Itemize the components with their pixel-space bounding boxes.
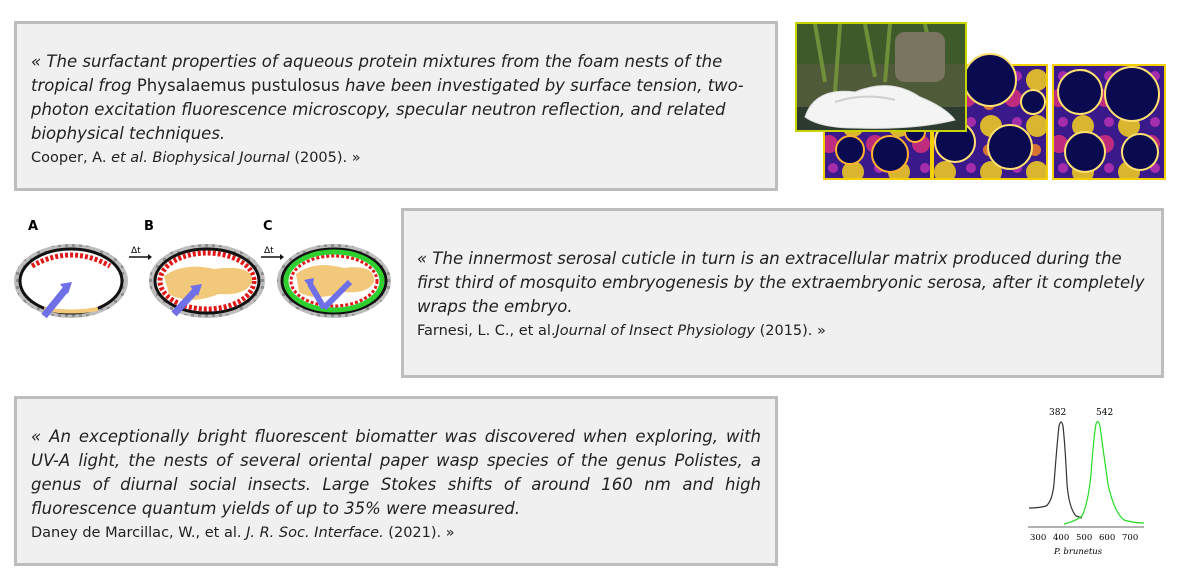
x-tick-300: 300 <box>1030 533 1046 543</box>
spectrum-caption: P. brunetus <box>1053 547 1103 557</box>
quote-text: « An exceptionally bright fluorescent bi… <box>31 427 761 518</box>
peak-label-emission: 542 <box>1096 408 1113 418</box>
fluorescence-spectrum-figure: 382 542 300 400 500 600 700 P. brunetus <box>1024 404 1148 560</box>
embryo-serosa-figure: A B C Δt Δt <box>14 214 392 324</box>
peak-label-excitation: 382 <box>1049 408 1066 418</box>
x-tick-400: 400 <box>1053 533 1069 543</box>
quote-text: « The surfactant properties of aqueous p… <box>31 52 744 143</box>
x-tick-700: 700 <box>1122 533 1138 543</box>
citation: Daney de Marcillac, W., et al. J. R. Soc… <box>31 525 455 541</box>
embryo-panel-b <box>149 244 265 318</box>
emission-curve <box>1063 420 1145 525</box>
panel-label-c: C <box>263 219 273 234</box>
fluorescence-panel-3 <box>1052 64 1166 180</box>
quote-box-foam-nest: « The surfactant properties of aqueous p… <box>14 21 778 191</box>
step-label-2: Δt <box>264 246 274 256</box>
excitation-curve <box>1028 421 1083 519</box>
quote-box-serosal-cuticle: « The innermost serosal cuticle in turn … <box>401 208 1164 378</box>
foam-nest-figure <box>795 22 1167 182</box>
foam-nest-photo <box>795 22 967 132</box>
species-name: Physalaemus pustulosus <box>136 76 340 95</box>
panel-label-b: B <box>144 219 154 234</box>
x-tick-500: 500 <box>1076 533 1092 543</box>
quote-text: « The innermost serosal cuticle in turn … <box>417 249 1145 316</box>
quote-box-wasp-nest: « An exceptionally bright fluorescent bi… <box>14 396 778 566</box>
embryo-panel-a <box>14 244 128 319</box>
x-tick-600: 600 <box>1099 533 1115 543</box>
step-label-1: Δt <box>131 246 141 256</box>
panel-label-a: A <box>28 219 38 234</box>
citation: Farnesi, L. C., et al.Journal of Insect … <box>417 323 826 339</box>
step-arrow-2: Δt <box>261 246 284 260</box>
citation: Cooper, A. et al. Biophysical Journal (2… <box>31 150 361 166</box>
embryo-panel-c <box>277 244 391 318</box>
step-arrow-1: Δt <box>129 246 152 260</box>
